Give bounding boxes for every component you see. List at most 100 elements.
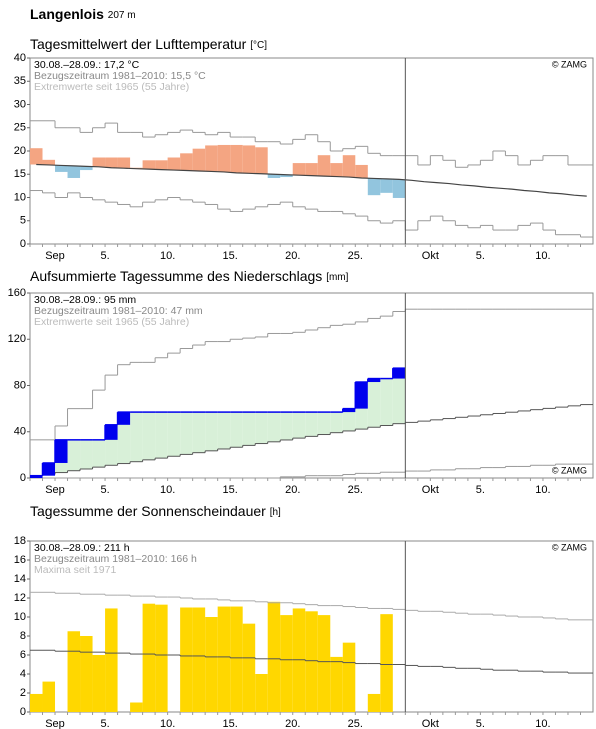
anomaly-bar [117, 157, 131, 169]
y-tick-label: 10 [14, 611, 26, 623]
y-tick-label: 20 [14, 145, 26, 157]
bar [367, 693, 381, 712]
y-tick-label: 2 [20, 687, 26, 699]
x-tick-label: 15. [223, 718, 238, 729]
anomaly-bar [67, 165, 81, 178]
chart-unit: [°C] [250, 40, 267, 51]
anomaly-bar [267, 174, 281, 178]
increment-bar [117, 412, 131, 425]
surplus-fill [205, 412, 218, 451]
bar [267, 601, 281, 712]
info-line: Extremwerte seit 1965 (55 Jahre) [34, 81, 189, 93]
info-line: Extremwerte seit 1965 (55 Jahre) [34, 316, 189, 328]
anomaly-bar [42, 159, 56, 165]
x-tick-label: Okt [422, 484, 439, 496]
surplus-fill [380, 378, 393, 426]
y-tick-label: 25 [14, 122, 26, 134]
surplus-fill [342, 408, 356, 431]
surplus-fill [155, 412, 168, 459]
surplus-fill [280, 412, 293, 440]
increment-bar [367, 378, 381, 383]
surplus-fill [367, 378, 381, 428]
chart-unit: [mm] [326, 272, 348, 283]
y-tick-label: 14 [14, 573, 26, 585]
y-tick-label: 35 [14, 75, 26, 87]
bar [305, 611, 318, 712]
chart-unit: [h] [270, 507, 281, 518]
anomaly-bar [330, 163, 343, 177]
y-tick-label: 5 [20, 215, 26, 227]
bar [242, 623, 256, 712]
info-line: 30.08.–28.09.: 211 h [34, 542, 130, 554]
surplus-fill [80, 439, 93, 469]
surplus-fill [180, 412, 193, 455]
surplus-fill [130, 412, 143, 462]
anomaly-bar [392, 179, 406, 198]
y-tick-label: 18 [14, 535, 26, 547]
surplus-fill [330, 412, 343, 433]
surplus-fill [305, 412, 318, 437]
bar [30, 693, 43, 712]
surplus-fill [392, 368, 406, 424]
surplus-fill [67, 439, 81, 471]
anomaly-bar [142, 160, 156, 170]
bar [192, 607, 206, 712]
surplus-fill [255, 412, 268, 444]
y-tick-label: 4 [20, 668, 26, 680]
anomaly-bar [342, 155, 356, 178]
anomaly-bar [292, 163, 306, 176]
bar [180, 607, 193, 712]
x-tick-label: 20. [285, 484, 300, 496]
x-tick-label: 10. [160, 718, 175, 729]
increment-bar [55, 439, 68, 463]
x-tick-label: Sep [45, 718, 65, 729]
y-tick-label: 40 [14, 426, 26, 438]
y-tick-label: 12 [14, 592, 26, 604]
increment-bar [105, 424, 118, 440]
anomaly-bar [280, 174, 293, 178]
increment-bar [30, 475, 43, 478]
chart-title-text: Tagesmittelwert der Lufttemperatur [30, 36, 247, 52]
bar [80, 636, 93, 712]
credit: © ZAMG [552, 465, 587, 475]
surplus-fill [92, 439, 106, 468]
bar [280, 615, 293, 712]
x-tick-label: 10. [535, 484, 550, 496]
x-tick-label: 25. [348, 250, 363, 262]
anomaly-bar [180, 153, 193, 171]
x-tick-label: 10. [535, 718, 550, 729]
chart-title: Tagesmittelwert der Lufttemperatur [°C] [30, 36, 267, 52]
chart-title-text: Aufsummierte Tagessumme des Niederschlag… [30, 268, 322, 284]
bar [155, 604, 168, 712]
x-tick-label: 25. [348, 718, 363, 729]
anomaly-bar [255, 147, 268, 174]
bar [130, 702, 143, 712]
chart-panel: Tagessumme der Sonnenscheindauer [h] 0 2 4 6… [14, 503, 594, 729]
info-line: Bezugszeitraum 1981–2010: 166 h [34, 553, 197, 565]
y-tick-label: 80 [14, 379, 26, 391]
x-tick-label: 5. [476, 484, 485, 496]
surplus-fill [192, 412, 206, 453]
station-elevation: 207 m [108, 10, 136, 21]
anomaly-bar [305, 163, 318, 176]
x-tick-label: 15. [223, 250, 238, 262]
surplus-fill [267, 412, 281, 442]
anomaly-bar [92, 157, 106, 167]
y-tick-label: 30 [14, 98, 26, 110]
x-tick-label: 25. [348, 484, 363, 496]
surplus-fill [117, 412, 131, 464]
page-title: Langenlois 207 m [30, 6, 136, 22]
surplus-fill [292, 412, 306, 439]
info-line: Maxima seit 1971 [34, 564, 116, 576]
anomaly-bar [230, 144, 243, 173]
info-line: Bezugszeitraum 1981–2010: 15,5 °C [34, 70, 206, 82]
info-line: Bezugszeitraum 1981–2010: 47 mm [34, 305, 203, 317]
x-tick-label: Sep [45, 250, 65, 262]
x-tick-label: 5. [100, 484, 109, 496]
anomaly-bar [155, 160, 168, 170]
y-tick-label: 0 [20, 706, 26, 718]
chart-title-text: Tagessumme der Sonnenscheindauer [30, 503, 266, 519]
x-tick-label: 20. [285, 250, 300, 262]
surplus-fill [230, 412, 243, 448]
